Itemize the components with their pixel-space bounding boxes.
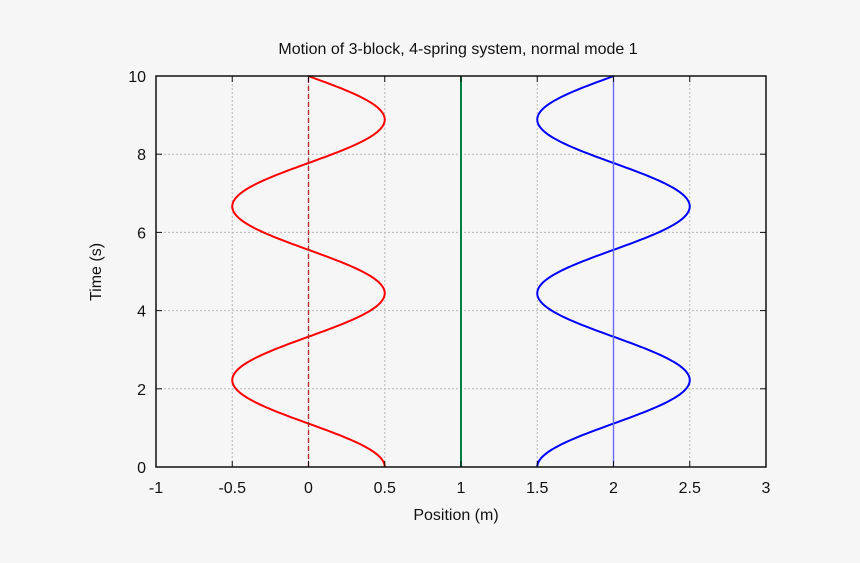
x-tick-label: 0 (304, 480, 313, 497)
y-axis-label: Time (s) (88, 243, 105, 301)
y-tick-label: 8 (137, 147, 146, 164)
x-tick-label: 1 (457, 480, 466, 497)
series-block-1 (231, 75, 386, 468)
x-tick-label: 1.5 (526, 480, 548, 497)
x-tick-label: 3 (762, 480, 771, 497)
x-tick-label: 2.5 (679, 480, 701, 497)
y-tick-label: 6 (137, 225, 146, 242)
x-axis-label: Position (m) (413, 507, 498, 524)
series-block-3 (536, 75, 691, 468)
x-tick-label: 0.5 (374, 480, 396, 497)
x-axis-ticks: -1 -0.5 0 0.5 1 1.5 2 2.5 3 (149, 76, 771, 497)
y-tick-label: 10 (128, 69, 146, 86)
x-tick-label: 2 (609, 480, 618, 497)
x-tick-label: -1 (149, 480, 163, 497)
y-tick-label: 4 (137, 304, 146, 321)
data-curves (231, 75, 691, 468)
x-tick-label: -0.5 (218, 480, 246, 497)
y-tick-label: 2 (137, 382, 146, 399)
y-tick-label: 0 (137, 460, 146, 477)
y-axis-ticks: 0 2 4 6 8 10 (128, 69, 766, 477)
chart-title: Motion of 3-block, 4-spring system, norm… (278, 41, 637, 58)
